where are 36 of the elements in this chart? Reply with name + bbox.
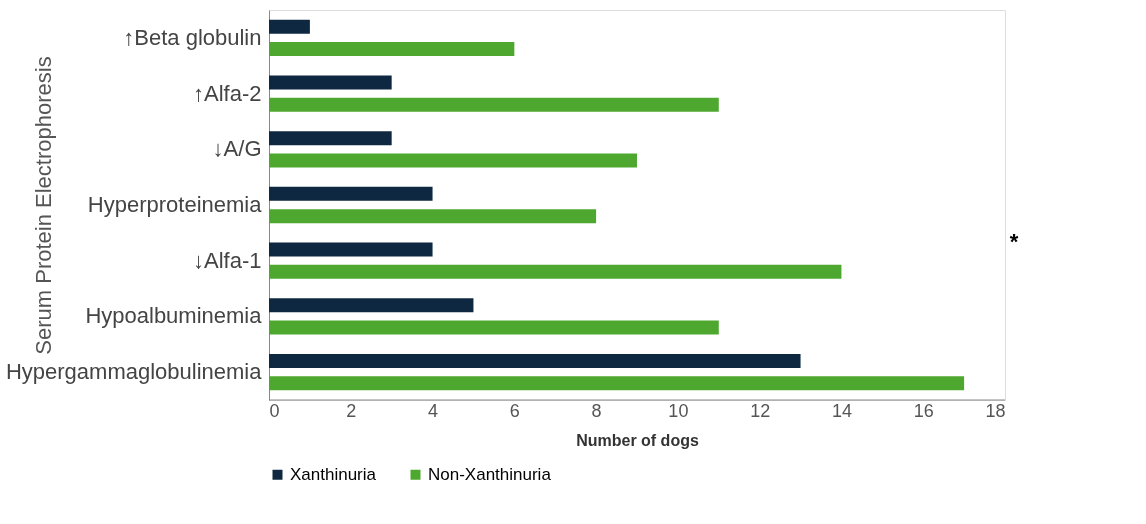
bar	[269, 320, 719, 335]
bar	[269, 264, 842, 279]
x-tick-label: 16	[913, 400, 934, 421]
y-tick-label: ↓A/G	[212, 136, 262, 162]
bar	[269, 298, 474, 313]
x-tick-label: 12	[750, 400, 771, 421]
x-tick-label: 6	[509, 400, 520, 421]
y-axis-title: Serum Protein Electrophoresis	[30, 56, 56, 355]
x-axis-title: Number of dogs	[576, 431, 699, 449]
y-tick-label: Hypoalbuminemia	[85, 303, 263, 329]
x-tick-label: 18	[985, 400, 1006, 421]
x-tick-label: 8	[591, 400, 602, 421]
bar	[269, 19, 310, 34]
bar	[269, 354, 801, 368]
y-tick-label: ↓Alfa-1	[193, 247, 262, 273]
y-tick-label: Hypergammaglobulinemia	[5, 359, 263, 385]
x-tick-label: 10	[668, 400, 689, 421]
text: *	[1009, 229, 1019, 254]
y-tick-label: Hyperproteinemia	[87, 192, 263, 217]
x-tick-label: 4	[428, 400, 439, 421]
bar	[269, 42, 515, 56]
bar	[269, 75, 392, 90]
bar	[269, 186, 433, 201]
bar	[269, 153, 637, 168]
x-tick-label: 0	[269, 400, 280, 421]
legend-label: Xanthinuria	[290, 464, 377, 484]
y-tick-label: ↑Alfa-2	[193, 80, 262, 106]
bar	[269, 97, 719, 112]
bar	[269, 376, 965, 391]
x-tick-label: 2	[346, 400, 357, 421]
bar	[269, 209, 597, 224]
bar	[269, 131, 392, 146]
y-tick-label: ↑Beta globulin	[123, 24, 262, 50]
legend-label: Non-Xanthinuria	[428, 464, 552, 484]
x-tick-label: 14	[831, 400, 852, 421]
bar	[269, 242, 433, 257]
